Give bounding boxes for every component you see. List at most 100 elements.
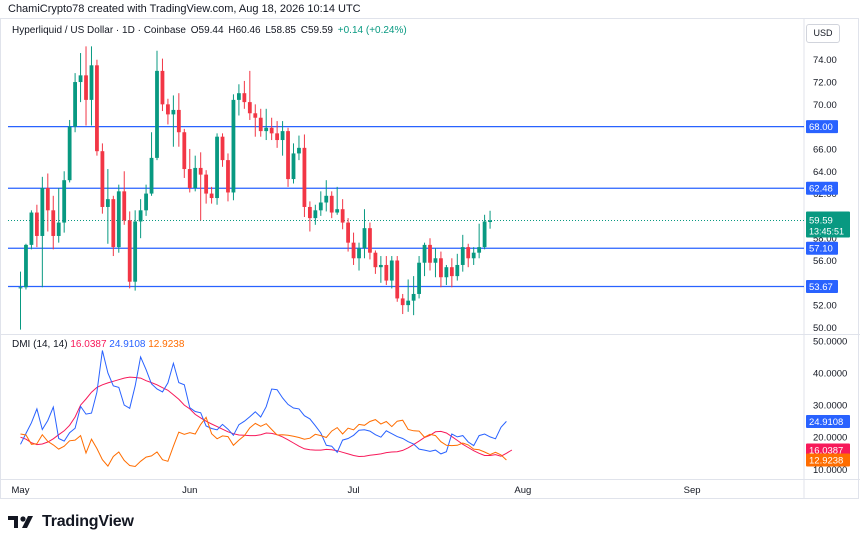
candle (428, 238, 432, 271)
candle-body (242, 93, 247, 103)
candle-body (220, 136, 225, 161)
candle (395, 256, 400, 302)
candle (460, 234, 465, 272)
candle (116, 184, 121, 253)
candle (439, 251, 443, 288)
horizontal-level-label: 68.00 (809, 122, 833, 133)
candle-body (329, 195, 334, 213)
symbol-name[interactable]: Hyperliquid / US Dollar · 1D · Coinbase (12, 25, 186, 36)
candle (29, 210, 34, 250)
price-tick-label: 56.00 (813, 256, 837, 267)
open-value: O59.44 (190, 25, 224, 36)
candle (176, 93, 181, 147)
candle-body (62, 180, 67, 223)
candle-body (111, 199, 116, 248)
candle (24, 243, 28, 290)
candle (247, 70, 252, 120)
dmi-legend[interactable]: DMI (14, 14) 16.0387 24.9108 12.9238 (12, 339, 184, 350)
candle-body (433, 258, 438, 263)
dmi-tick-label: 50.0000 (813, 336, 847, 347)
candle (329, 191, 334, 219)
horizontal-level-label: 53.67 (809, 282, 833, 293)
candle-body (138, 210, 143, 222)
candle-body (18, 287, 23, 289)
candle (204, 170, 209, 204)
candle (291, 143, 296, 184)
candle (56, 188, 61, 243)
candle-body (51, 210, 56, 236)
candle (144, 184, 148, 216)
last-price-tag (806, 211, 850, 238)
candle (89, 46, 94, 126)
candle (368, 222, 372, 260)
candle-body (389, 260, 394, 281)
candle-body (269, 127, 274, 134)
candle (73, 73, 77, 133)
candles (18, 46, 492, 330)
candle-body (466, 247, 471, 259)
candle-body (351, 242, 356, 259)
price-tick-label: 52.00 (813, 301, 837, 312)
time-axis: May Jun Jul Aug Sep (12, 485, 701, 496)
horizontal-level-tag (806, 279, 838, 293)
candle (160, 58, 165, 112)
candle (149, 132, 154, 196)
candle-body (422, 244, 427, 263)
chart-frame (0, 18, 859, 499)
candle (155, 50, 159, 161)
candle (346, 218, 350, 252)
symbol-legend[interactable]: Hyperliquid / US Dollar · 1D · Coinbase … (12, 25, 407, 36)
candle (226, 153, 230, 202)
candle-body (302, 147, 307, 207)
candle-body (133, 221, 138, 282)
time-tick-label: Jul (347, 485, 359, 496)
candle (51, 195, 56, 250)
candle (122, 171, 127, 225)
candle-body (455, 264, 460, 277)
candle (307, 201, 312, 232)
dmi-tick-label: 20.0000 (813, 433, 847, 444)
candle (411, 276, 416, 316)
candle (313, 204, 318, 225)
plus-di-value: 24.9108 (109, 339, 146, 350)
adx-line (20, 376, 513, 458)
candle-body (253, 113, 258, 118)
candle-body (275, 133, 280, 141)
candle-body (291, 153, 296, 180)
candle (324, 180, 329, 212)
candle (466, 243, 471, 268)
minus-di-value: 12.9238 (148, 339, 185, 350)
dmi-lines (20, 350, 513, 468)
horizontal-level-tag (806, 241, 838, 255)
price-tick-label: 58.00 (813, 234, 837, 245)
horizontal-level-tag (806, 120, 838, 134)
low-value: L58.85 (265, 25, 296, 36)
candle-body (193, 167, 198, 188)
candle (193, 155, 198, 192)
currency-selector[interactable]: USD (806, 24, 840, 43)
candle-body (155, 70, 159, 158)
candle (444, 264, 449, 286)
candle (45, 173, 50, 232)
candle-body (406, 300, 411, 306)
last-price-label: 59.59 (809, 215, 833, 226)
dmi-tag-box (806, 414, 850, 428)
candle (351, 232, 356, 265)
candle (373, 250, 378, 274)
candle-body (318, 202, 323, 211)
candle (340, 199, 345, 230)
horizontal-levels: 68.00 62.48 57.10 53.67 (8, 120, 838, 293)
tradingview-logo-icon (8, 516, 33, 528)
candle (488, 210, 492, 229)
candle (384, 256, 389, 286)
candle (209, 186, 214, 204)
dmi-tag-label: 24.9108 (809, 417, 843, 428)
candle-body (105, 199, 110, 207)
candle-body (411, 293, 416, 301)
candle-body (428, 244, 432, 263)
candle (198, 152, 203, 221)
candle-body (40, 188, 45, 236)
candle (318, 191, 323, 216)
tradingview-logo[interactable]: TradingView (8, 510, 134, 534)
